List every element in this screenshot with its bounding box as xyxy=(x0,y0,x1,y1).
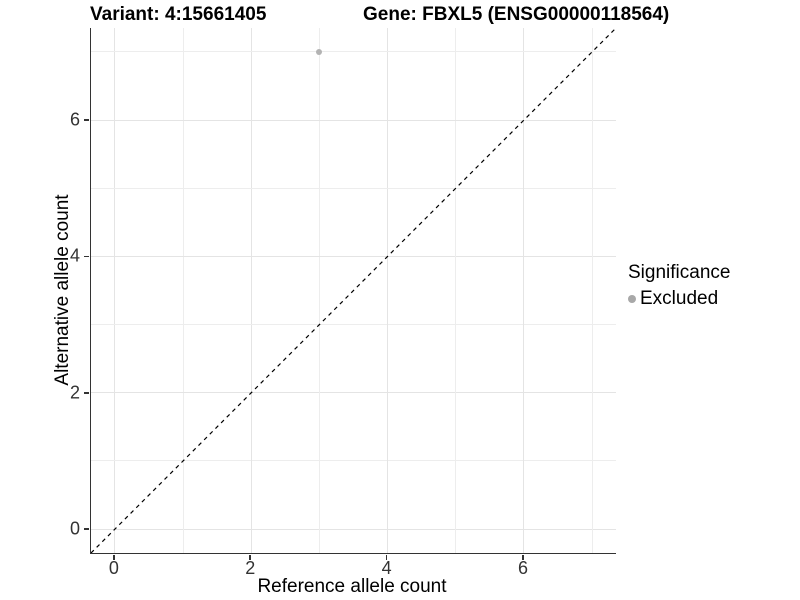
y-gridline xyxy=(91,392,616,394)
x-gridline xyxy=(523,28,525,553)
y-gridline xyxy=(91,460,616,462)
x-gridline xyxy=(591,28,593,553)
x-gridline xyxy=(455,28,457,553)
plot-title-gene: Gene: FBXL5 (ENSG00000118564) xyxy=(363,4,670,25)
x-gridline xyxy=(114,28,116,553)
x-tick-label: 6 xyxy=(517,558,528,578)
x-axis-tick xyxy=(113,554,115,560)
y-axis-tick xyxy=(83,255,89,258)
y-gridline xyxy=(91,255,616,257)
y-gridline xyxy=(91,324,616,326)
x-tick-label: 2 xyxy=(245,558,256,578)
x-axis-tick xyxy=(249,554,251,560)
x-axis-tick xyxy=(385,554,388,560)
legend: Significance Excluded xyxy=(628,262,730,310)
x-tick-label: 4 xyxy=(381,558,392,578)
legend-item-label: Excluded xyxy=(640,288,719,309)
y-gridline xyxy=(91,528,616,530)
y-gridline xyxy=(91,119,616,121)
x-gridline xyxy=(387,28,389,553)
y-tick-label: 6 xyxy=(69,109,80,130)
x-gridline xyxy=(318,28,320,553)
x-tick-label: 0 xyxy=(108,558,119,578)
x-axis-label: Reference allele count xyxy=(257,576,447,597)
x-gridline xyxy=(250,28,252,553)
y-tick-label: 4 xyxy=(69,245,80,266)
legend-item-excluded: Excluded xyxy=(628,288,730,310)
x-axis-tick xyxy=(522,554,524,560)
y-axis-tick xyxy=(83,119,89,121)
legend-title: Significance xyxy=(628,262,731,283)
legend-point-swatch xyxy=(628,295,636,303)
plot-panel xyxy=(90,28,616,554)
x-gridline xyxy=(182,28,184,553)
y-axis-tick xyxy=(83,528,89,530)
plot-title-variant: Variant: 4:15661405 xyxy=(90,4,267,25)
identity-reference-line xyxy=(91,28,616,553)
y-axis-tick xyxy=(83,392,89,394)
y-tick-label: 0 xyxy=(69,518,80,539)
data-point xyxy=(316,48,323,55)
y-gridline xyxy=(91,51,616,53)
y-axis-label: Alternative allele count xyxy=(52,194,73,386)
y-tick-label: 2 xyxy=(69,382,80,403)
y-gridline xyxy=(91,187,616,189)
